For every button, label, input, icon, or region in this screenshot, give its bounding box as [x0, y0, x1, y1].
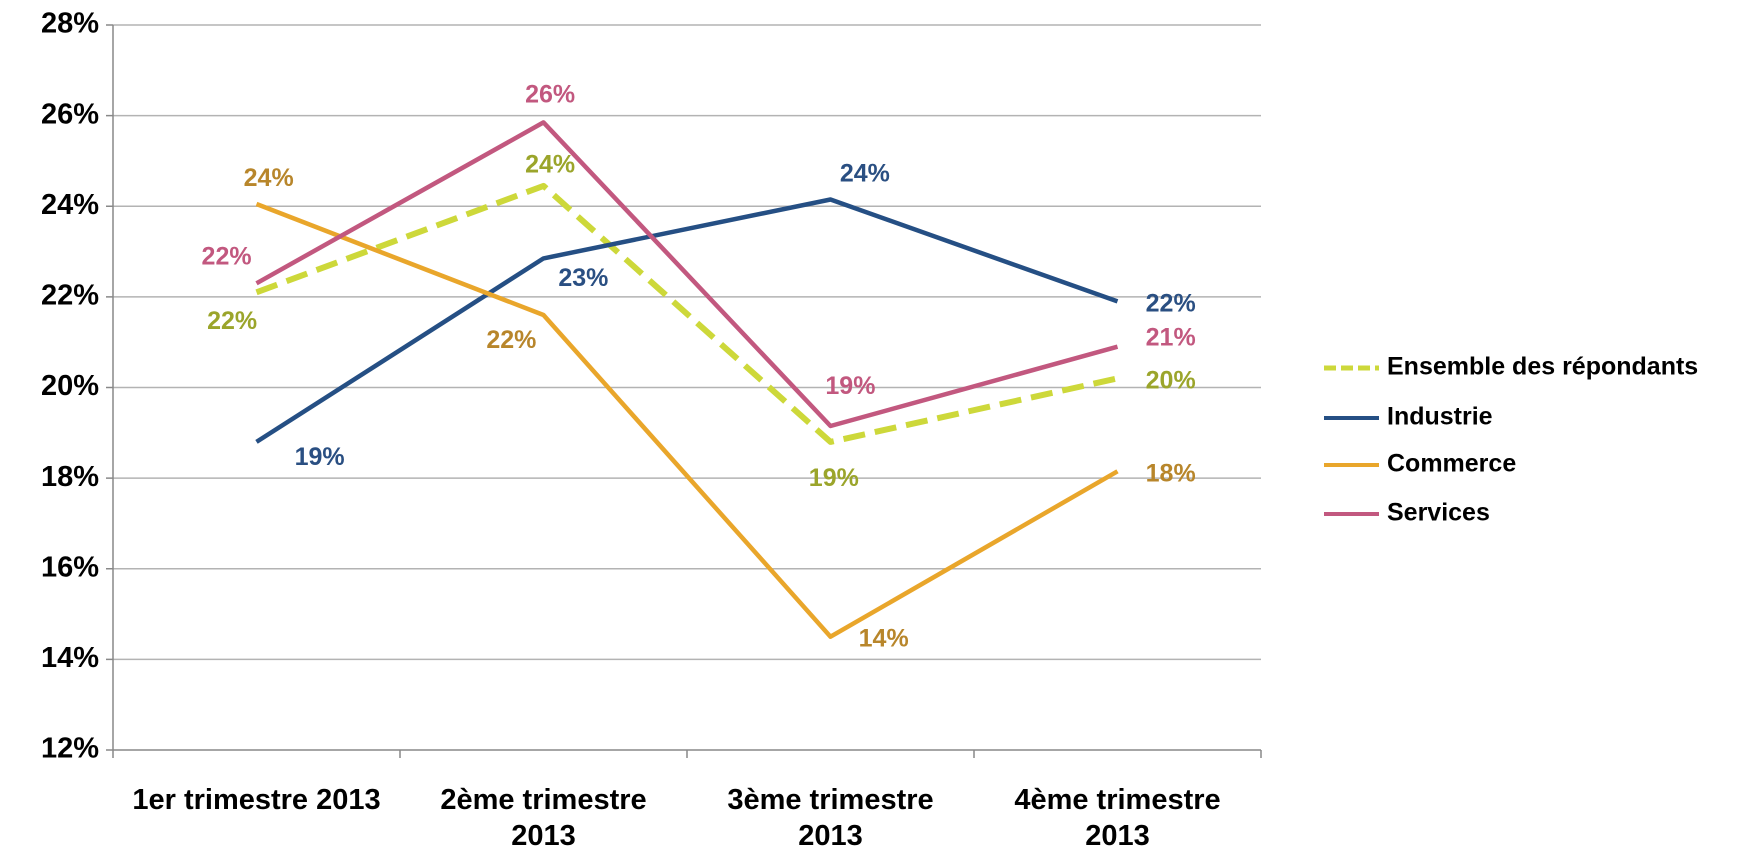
data-label: 19%	[825, 372, 875, 400]
x-tick-label: 4ème trimestre 2013	[1014, 784, 1221, 852]
data-label: 18%	[1146, 459, 1196, 487]
y-tick-label: 22%	[41, 280, 99, 312]
series-line	[255, 201, 1119, 639]
data-label: 23%	[558, 264, 608, 292]
series-line	[255, 182, 1119, 445]
legend-label: Commerce	[1387, 450, 1516, 478]
data-label: 24%	[525, 151, 575, 179]
data-label: 26%	[525, 80, 575, 108]
data-label: 22%	[486, 326, 536, 354]
y-tick-label: 18%	[41, 461, 99, 493]
legend-label: Industrie	[1387, 403, 1493, 431]
data-label: 24%	[840, 160, 890, 188]
legend-label: Services	[1387, 499, 1490, 527]
y-tick-label: 20%	[41, 370, 99, 402]
x-tick-label: 1er trimestre 2013	[132, 784, 381, 816]
series-line	[255, 120, 1119, 429]
data-label: 19%	[809, 464, 859, 492]
y-tick-label: 24%	[41, 189, 99, 221]
y-tick-label: 26%	[41, 98, 99, 130]
y-tick-label: 16%	[41, 551, 99, 583]
x-tick-label: 2ème trimestre 2013	[440, 784, 647, 852]
legend-label: Ensemble des répondants	[1387, 353, 1698, 381]
y-tick-label: 28%	[41, 8, 99, 40]
data-label: 24%	[244, 164, 294, 192]
data-label: 20%	[1146, 366, 1196, 394]
x-tick-label: 3ème trimestre 2013	[727, 784, 934, 852]
y-tick-label: 14%	[41, 642, 99, 674]
data-label: 22%	[207, 307, 257, 335]
data-label: 14%	[859, 625, 909, 653]
data-label: 22%	[202, 242, 252, 270]
data-label: 19%	[295, 443, 345, 471]
data-label: 22%	[1146, 289, 1196, 317]
data-label: 21%	[1146, 324, 1196, 352]
y-tick-label: 12%	[41, 733, 99, 765]
series-line	[255, 197, 1119, 444]
